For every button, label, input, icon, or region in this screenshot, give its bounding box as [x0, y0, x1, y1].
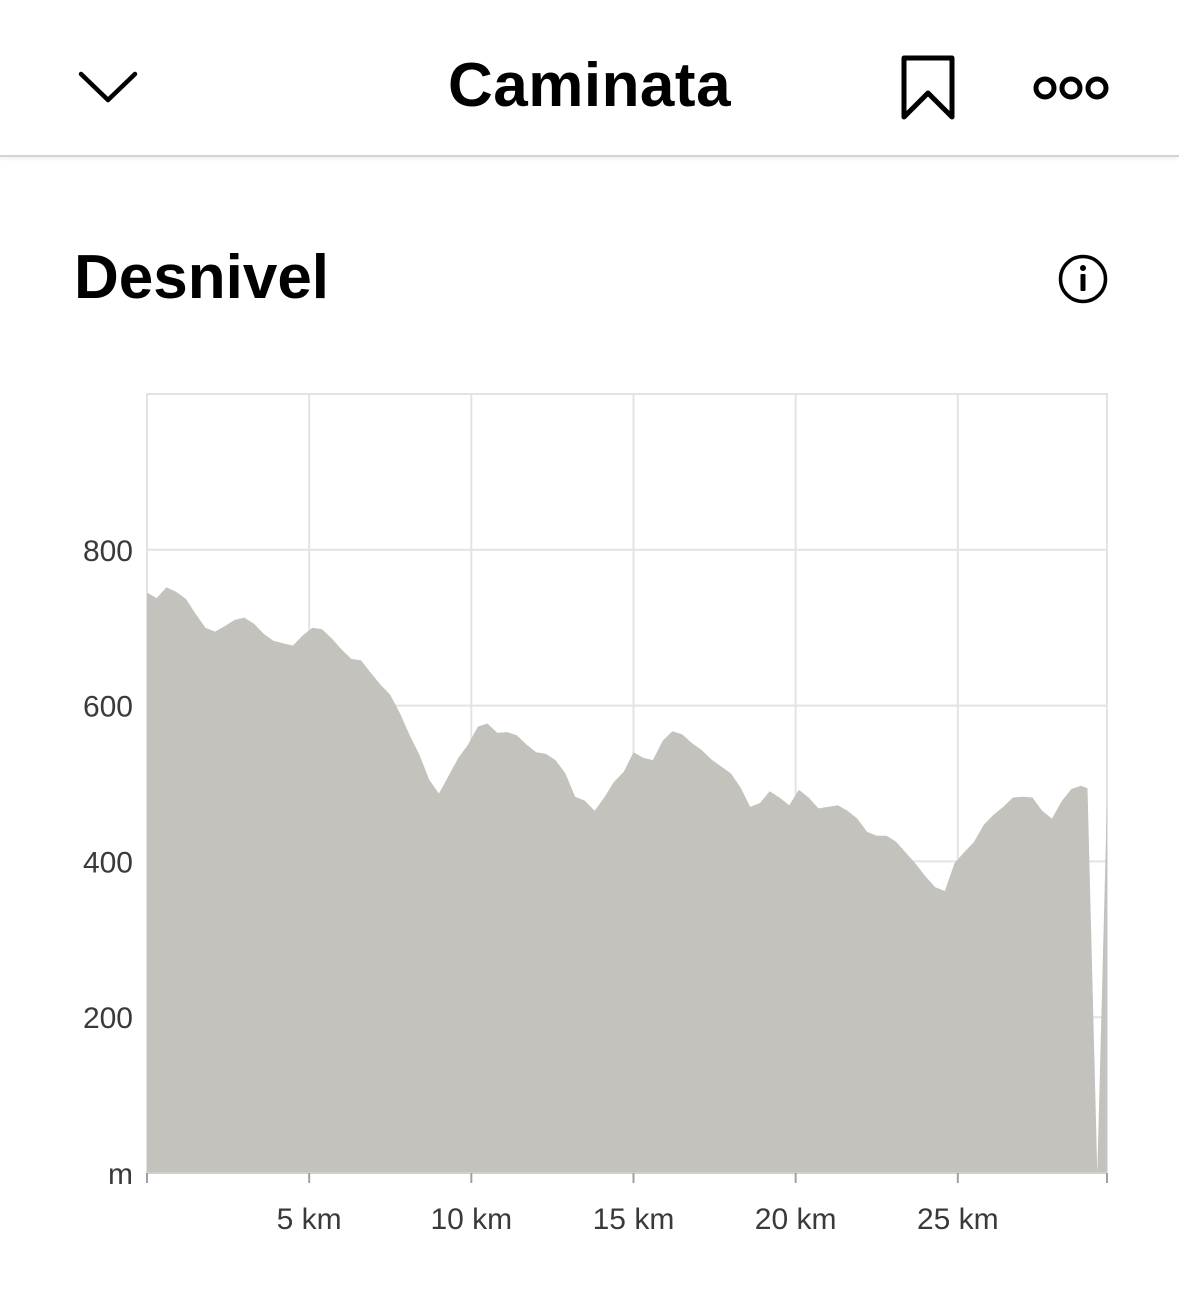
- x-tick-label: 15 km: [593, 1203, 675, 1236]
- collapse-button[interactable]: [70, 50, 146, 126]
- chart-tick-labels: m 200 400 600 800 5 km 10 km 15 km 20 km 25 km: [83, 535, 999, 1236]
- bookmark-icon: [901, 55, 955, 120]
- x-tick-label: 5 km: [277, 1203, 342, 1236]
- section-title: Desnivel: [74, 243, 330, 312]
- more-dots-icon: [1033, 76, 1109, 100]
- chart-axes: [146, 1172, 1108, 1183]
- y-tick-label: 200: [83, 1002, 133, 1035]
- page-title: Caminata: [447, 51, 732, 120]
- x-tick-label: 20 km: [755, 1203, 837, 1236]
- y-tick-label: 400: [83, 846, 133, 879]
- info-icon: [1058, 254, 1108, 304]
- chart-area-layer: [147, 587, 1107, 1173]
- chevron-down-icon: [78, 71, 138, 103]
- y-tick-label: 800: [83, 535, 133, 568]
- elevation-chart: m 200 400 600 800 5 km 10 km 15 km 20 km 25 km: [83, 393, 1108, 1236]
- y-tick-label: 600: [83, 691, 133, 724]
- y-tick-label: m: [108, 1158, 133, 1191]
- top-bar: Caminata: [0, 0, 1179, 157]
- more-options-button[interactable]: [1028, 58, 1114, 118]
- bookmark-button[interactable]: [890, 48, 966, 128]
- x-tick-label: 10 km: [430, 1203, 512, 1236]
- elevation-area-series-0: [147, 587, 1107, 1173]
- info-button[interactable]: [1056, 252, 1110, 306]
- x-tick-label: 25 km: [917, 1203, 999, 1236]
